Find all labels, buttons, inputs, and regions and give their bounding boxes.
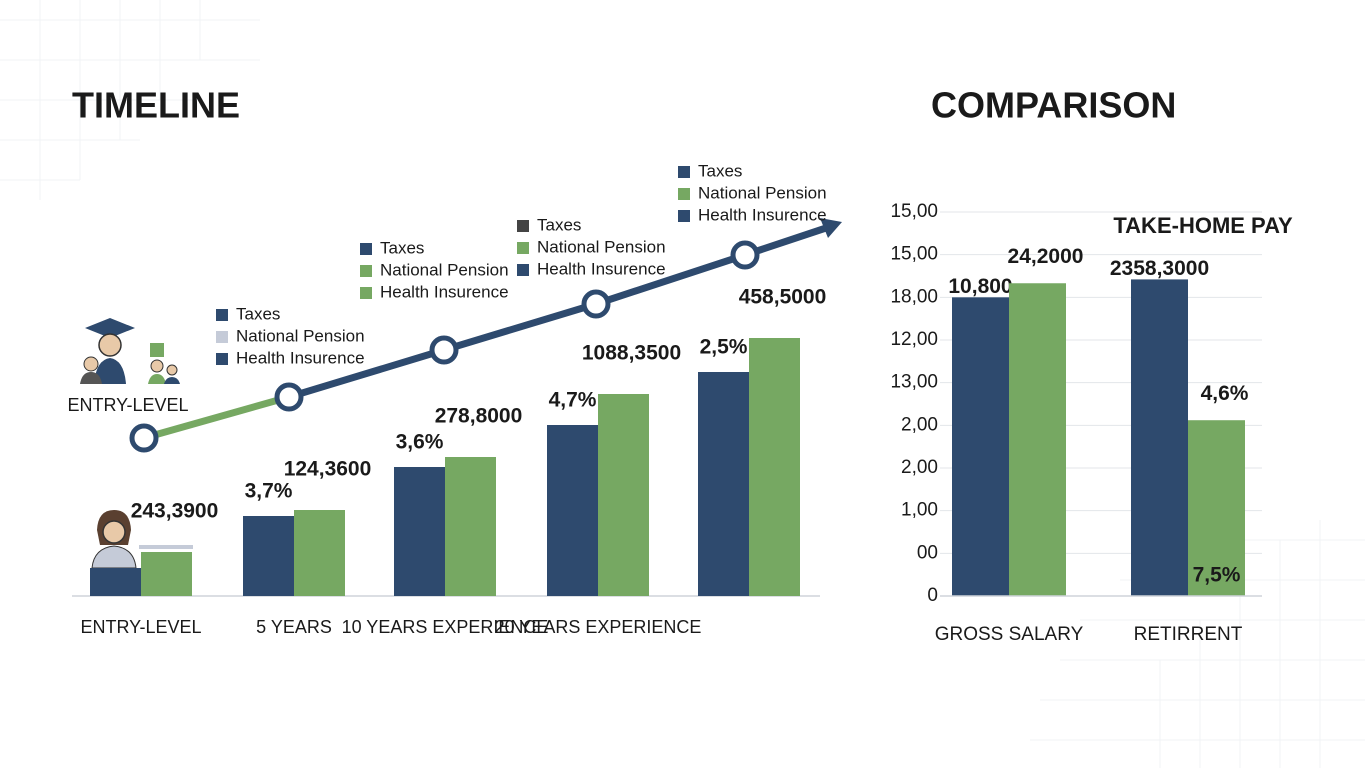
y-tick-label: 2,00: [901, 457, 938, 478]
legend-label: National Pension: [380, 260, 509, 279]
person-icon: [91, 510, 193, 569]
legend-label: Health Insurence: [236, 348, 365, 367]
legend-label: National Pension: [698, 183, 827, 202]
y-tick-label: 1,00: [901, 500, 938, 521]
y-tick-label: 12,00: [890, 329, 938, 350]
data-label: 24,2000: [1008, 245, 1084, 268]
x-tick-label: GROSS SALARY: [935, 624, 1084, 645]
data-label: 2,5%: [700, 336, 748, 359]
x-tick-label: RETIRRENT: [1134, 624, 1243, 645]
data-label: 3,7%: [245, 480, 293, 503]
data-label: 1088,3500: [582, 342, 681, 365]
bar: [1188, 420, 1245, 596]
annotation: TAKE-HOME PAY: [1113, 213, 1293, 238]
y-tick-label: 15,00: [890, 201, 938, 222]
x-tick-label: 10 YEARS EXPERIENCE: [342, 617, 549, 637]
data-label: 243,3900: [131, 500, 219, 523]
data-label: 7,5%: [1193, 564, 1241, 587]
x-tick-label: 5 YEARS: [256, 617, 332, 637]
chart-title: COMPARISON: [931, 85, 1176, 126]
bar: [141, 552, 192, 596]
bar: [394, 467, 445, 596]
bar: [749, 338, 800, 596]
legend-label: Taxes: [537, 215, 581, 234]
legend-label: Taxes: [236, 304, 280, 323]
bar: [547, 425, 598, 596]
trend-line: [129, 218, 842, 453]
legend-swatch: [216, 353, 228, 365]
legend-swatch: [216, 309, 228, 321]
graduate-icon: [80, 318, 180, 384]
data-label: 458,5000: [739, 286, 827, 309]
legend-label: National Pension: [537, 237, 666, 256]
data-label: 4,7%: [549, 389, 597, 412]
data-label: 3,6%: [396, 431, 444, 454]
legend-label: Health Insurence: [537, 259, 666, 278]
data-label: 124,3600: [284, 458, 372, 481]
legend-swatch: [678, 166, 690, 178]
annotation: ENTRY-LEVEL: [67, 395, 188, 415]
bar: [598, 394, 649, 596]
legend-swatch: [360, 287, 372, 299]
legend-label: Taxes: [380, 238, 424, 257]
bar: [294, 510, 345, 596]
bar: [90, 568, 141, 596]
legend-label: National Pension: [236, 326, 365, 345]
data-label: 10,800: [948, 275, 1012, 298]
y-tick-label: 00: [917, 542, 938, 563]
chart-title: TIMELINE: [72, 85, 240, 126]
legend-swatch: [678, 210, 690, 222]
data-label: 2358,3000: [1110, 257, 1209, 280]
data-label: 4,6%: [1201, 382, 1249, 405]
bar: [952, 297, 1009, 596]
legend-swatch: [216, 331, 228, 343]
legend-swatch: [517, 264, 529, 276]
bar: [1131, 279, 1188, 596]
bar: [445, 457, 496, 596]
y-tick-label: 13,00: [890, 372, 938, 393]
legend-label: Health Insurence: [380, 282, 509, 301]
bar: [243, 516, 294, 596]
legend-swatch: [360, 243, 372, 255]
legend-swatch: [517, 220, 529, 232]
y-tick-label: 15,00: [890, 244, 938, 265]
y-tick-label: 18,00: [890, 286, 938, 307]
data-label: 278,8000: [435, 405, 523, 428]
legend-swatch: [360, 265, 372, 277]
legend-swatch: [678, 188, 690, 200]
x-tick-label: 20 YEARS EXPERIENCE: [495, 617, 702, 637]
x-tick-label: ENTRY-LEVEL: [80, 617, 201, 637]
legend-swatch: [517, 242, 529, 254]
y-tick-label: 2,00: [901, 414, 938, 435]
y-tick-label: 0: [927, 585, 938, 606]
bar: [1009, 283, 1066, 596]
legend-label: Health Insurence: [698, 205, 827, 224]
bar: [698, 372, 749, 596]
legend-label: Taxes: [698, 161, 742, 180]
